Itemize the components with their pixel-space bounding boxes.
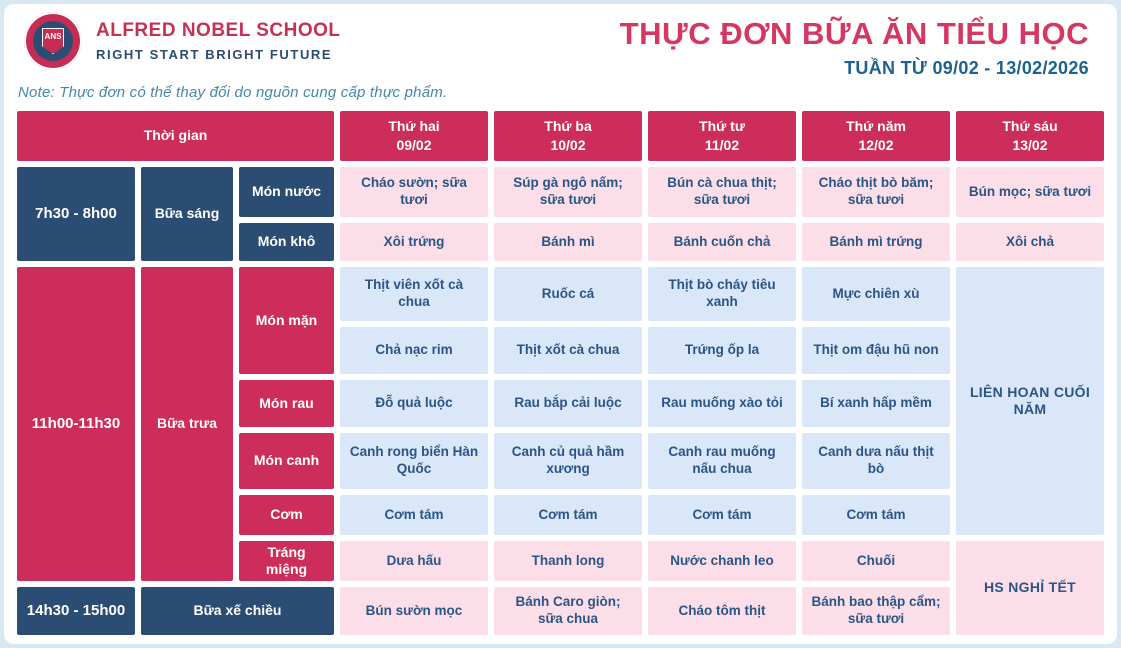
school-name: ALFRED NOBEL SCHOOL xyxy=(96,20,341,41)
school-identity: ALFRED NOBEL SCHOOL RIGHT START BRIGHT F… xyxy=(96,20,341,62)
menu-cell-mon-nuoc-monday: Cháo sườn; sữa tươi xyxy=(340,167,488,217)
day-name: Thứ hai xyxy=(388,118,440,135)
menu-cell-trang-mieng-tuesday: Thanh long xyxy=(494,541,642,581)
day-date: 12/02 xyxy=(858,137,894,153)
menu-cell-trang-mieng-monday: Dưa hấu xyxy=(340,541,488,581)
column-header-friday: Thứ sáu 13/02 xyxy=(956,111,1104,161)
day-date: 11/02 xyxy=(704,137,740,153)
menu-cell-mon-kho-thursday: Bánh mì trứng xyxy=(802,223,950,261)
menu-cell-mon-kho-friday: Xôi chả xyxy=(956,223,1104,261)
page-title: THỰC ĐƠN BỮA ĂN TIỂU HỌC xyxy=(619,16,1089,51)
menu-cell-xe-chieu-thursday: Bánh bao thập cẩm; sữa tươi xyxy=(802,587,950,635)
week-range: TUẦN TỪ 09/02 - 13/02/2026 xyxy=(844,58,1089,78)
column-header-tuesday: Thứ ba 10/02 xyxy=(494,111,642,161)
menu-cell-mon-man1-thursday: Mực chiên xù xyxy=(802,267,950,321)
day-date: 09/02 xyxy=(396,137,432,153)
time-lunch: 11h00-11h30 xyxy=(17,267,135,581)
menu-cell-mon-man2-monday: Chả nạc rim xyxy=(340,327,488,374)
day-name: Thứ tư xyxy=(699,118,745,135)
row-label-trang-mieng: Tráng miệng xyxy=(239,541,334,581)
menu-cell-mon-canh-wednesday: Canh rau muống nấu chua xyxy=(648,433,796,489)
menu-cell-mon-man2-tuesday: Thịt xốt cà chua xyxy=(494,327,642,374)
school-logo: ANS xyxy=(24,12,82,70)
title-block: THỰC ĐƠN BỮA ĂN TIỂU HỌC TUẦN TỪ 09/02 -… xyxy=(620,16,1089,79)
menu-cell-mon-rau-tuesday: Rau bắp cải luộc xyxy=(494,380,642,427)
menu-cell-mon-kho-tuesday: Bánh mì xyxy=(494,223,642,261)
menu-table: Thời gian Thứ hai 09/02 Thứ ba 10/02 Thứ… xyxy=(17,111,1104,635)
column-header-time: Thời gian xyxy=(17,111,334,161)
menu-cell-com-wednesday: Cơm tám xyxy=(648,495,796,535)
menu-cell-mon-kho-monday: Xôi trứng xyxy=(340,223,488,261)
menu-cell-mon-man1-tuesday: Ruốc cá xyxy=(494,267,642,321)
menu-cell-mon-man1-wednesday: Thịt bò cháy tiêu xanh xyxy=(648,267,796,321)
menu-cell-com-thursday: Cơm tám xyxy=(802,495,950,535)
menu-note: Note: Thực đơn có thể thay đổi do nguồn … xyxy=(18,84,448,101)
day-date: 13/02 xyxy=(1012,137,1048,153)
day-name: Thứ ba xyxy=(544,118,592,135)
column-header-monday: Thứ hai 09/02 xyxy=(340,111,488,161)
menu-cell-mon-canh-thursday: Canh dưa nấu thịt bò xyxy=(802,433,950,489)
menu-cell-mon-man1-monday: Thịt viên xốt cà chua xyxy=(340,267,488,321)
row-label-mon-rau: Món rau xyxy=(239,380,334,427)
time-breakfast: 7h30 - 8h00 xyxy=(17,167,135,261)
menu-cell-mon-man2-wednesday: Trứng ốp la xyxy=(648,327,796,374)
row-label-mon-man: Món mặn xyxy=(239,267,334,374)
menu-cell-mon-nuoc-wednesday: Bún cà chua thịt; sữa tươi xyxy=(648,167,796,217)
menu-cell-trang-mieng-thursday: Chuối xyxy=(802,541,950,581)
menu-cell-mon-nuoc-thursday: Cháo thịt bò băm; sữa tươi xyxy=(802,167,950,217)
row-label-mon-nuoc: Món nước xyxy=(239,167,334,217)
school-logo-abbr: ANS xyxy=(44,32,62,41)
meal-afternoon: Bữa xế chiều xyxy=(141,587,334,635)
menu-cell-mon-nuoc-friday: Bún mọc; sữa tươi xyxy=(956,167,1104,217)
time-afternoon: 14h30 - 15h00 xyxy=(17,587,135,635)
menu-cell-mon-rau-thursday: Bí xanh hấp mềm xyxy=(802,380,950,427)
meal-lunch: Bữa trưa xyxy=(141,267,233,581)
friday-lunch-event-cell: LIÊN HOAN CUỐI NĂM xyxy=(956,267,1104,535)
menu-card: ANS ALFRED NOBEL SCHOOL RIGHT START BRIG… xyxy=(4,4,1117,644)
menu-cell-xe-chieu-wednesday: Cháo tôm thịt xyxy=(648,587,796,635)
menu-cell-trang-mieng-wednesday: Nước chanh leo xyxy=(648,541,796,581)
row-label-mon-canh: Món canh xyxy=(239,433,334,489)
day-name: Thứ năm xyxy=(846,118,906,135)
menu-cell-mon-man2-thursday: Thịt om đậu hũ non xyxy=(802,327,950,374)
friday-holiday-cell: HS NGHỈ TẾT xyxy=(956,541,1104,635)
menu-cell-xe-chieu-monday: Bún sườn mọc xyxy=(340,587,488,635)
meal-breakfast: Bữa sáng xyxy=(141,167,233,261)
row-label-com: Cơm xyxy=(239,495,334,535)
school-slogan: RIGHT START BRIGHT FUTURE xyxy=(96,47,333,62)
school-logo-shield: ANS xyxy=(42,28,64,54)
day-name: Thứ sáu xyxy=(1002,118,1058,135)
menu-cell-mon-canh-monday: Canh rong biển Hàn Quốc xyxy=(340,433,488,489)
menu-cell-com-monday: Cơm tám xyxy=(340,495,488,535)
day-date: 10/02 xyxy=(550,137,586,153)
column-header-thursday: Thứ năm 12/02 xyxy=(802,111,950,161)
school-logo-inner-circle: ANS xyxy=(33,21,73,61)
menu-cell-xe-chieu-tuesday: Bánh Caro giòn; sữa chua xyxy=(494,587,642,635)
menu-cell-mon-rau-monday: Đỗ quả luộc xyxy=(340,380,488,427)
column-header-wednesday: Thứ tư 11/02 xyxy=(648,111,796,161)
menu-cell-mon-nuoc-tuesday: Súp gà ngô nấm; sữa tươi xyxy=(494,167,642,217)
page-header: ANS ALFRED NOBEL SCHOOL RIGHT START BRIG… xyxy=(4,4,1117,82)
menu-cell-mon-rau-wednesday: Rau muống xào tỏi xyxy=(648,380,796,427)
menu-cell-com-tuesday: Cơm tám xyxy=(494,495,642,535)
row-label-mon-kho: Món khô xyxy=(239,223,334,261)
menu-cell-mon-canh-tuesday: Canh củ quả hầm xương xyxy=(494,433,642,489)
menu-cell-mon-kho-wednesday: Bánh cuốn chả xyxy=(648,223,796,261)
